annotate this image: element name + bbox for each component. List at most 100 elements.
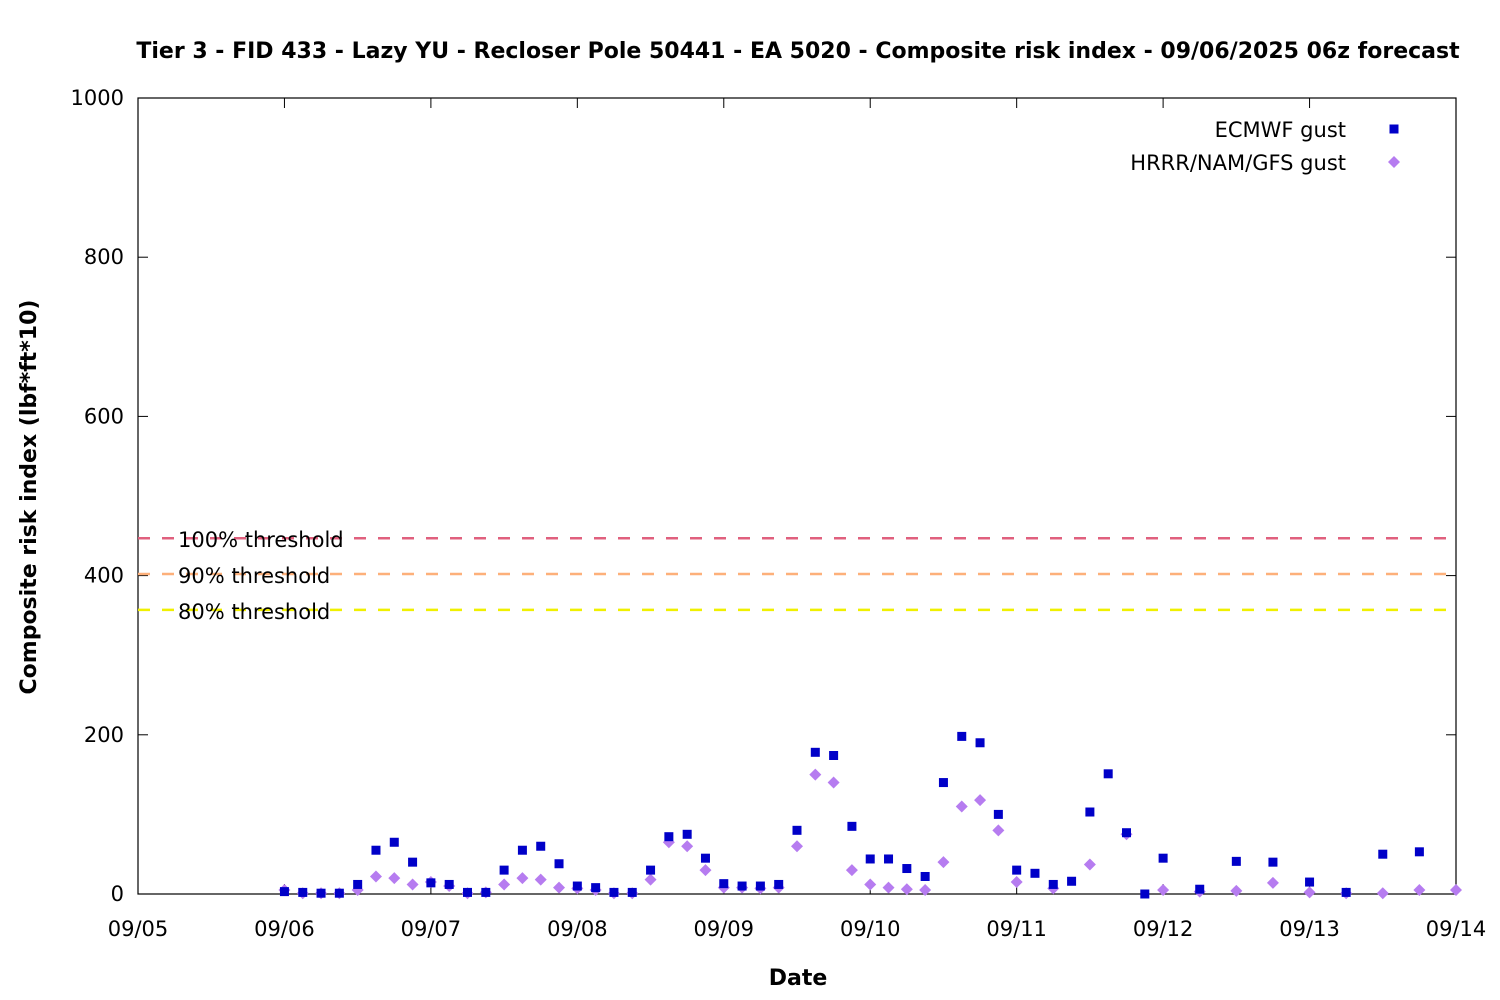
ecmwf-point bbox=[1085, 807, 1095, 817]
ecmwf-point bbox=[1067, 876, 1077, 886]
hrrr-point bbox=[553, 881, 566, 894]
ecmwf-point bbox=[426, 878, 436, 888]
ecmwf-point bbox=[847, 821, 857, 831]
ecmwf-point bbox=[316, 888, 326, 898]
ecmwf-point bbox=[1030, 868, 1040, 878]
hrrr-point bbox=[955, 800, 968, 813]
y-tick-label: 400 bbox=[84, 564, 124, 588]
ecmwf-point bbox=[792, 825, 802, 835]
ecmwf-point bbox=[1305, 877, 1315, 887]
hrrr-point bbox=[919, 884, 932, 897]
plot-frame bbox=[137, 97, 1457, 895]
hrrr-point bbox=[1376, 887, 1389, 900]
ecmwf-point bbox=[1268, 857, 1278, 867]
y-tick-label: 800 bbox=[84, 245, 124, 269]
ecmwf-point bbox=[774, 879, 784, 889]
ecmwf-point bbox=[499, 865, 509, 875]
ecmwf-point bbox=[627, 887, 637, 897]
threshold-label: 90% threshold bbox=[178, 564, 330, 588]
series-layer bbox=[278, 731, 1462, 900]
hrrr-point bbox=[974, 794, 987, 807]
series-group bbox=[279, 731, 1424, 899]
hrrr-point bbox=[406, 878, 419, 891]
ecmwf-point bbox=[408, 857, 418, 867]
hrrr-point bbox=[388, 872, 401, 885]
x-tick-label: 09/13 bbox=[1279, 917, 1340, 941]
ecmwf-point bbox=[719, 879, 729, 889]
ecmwf-point bbox=[993, 809, 1003, 819]
hrrr-point bbox=[681, 840, 694, 853]
ecmwf-point bbox=[938, 778, 948, 788]
plot-border bbox=[137, 97, 1457, 895]
chart-title: Tier 3 - FID 433 - Lazy YU - Recloser Po… bbox=[136, 39, 1460, 64]
ecmwf-point bbox=[1414, 847, 1424, 857]
y-tick-label: 1000 bbox=[71, 86, 124, 110]
ecmwf-point bbox=[920, 871, 930, 881]
x-tick-label: 09/08 bbox=[547, 917, 608, 941]
x-tick-label: 09/11 bbox=[986, 917, 1047, 941]
ecmwf-point bbox=[1195, 884, 1205, 894]
hrrr-point bbox=[1450, 884, 1462, 897]
x-tick-label: 09/09 bbox=[694, 917, 755, 941]
hrrr-point bbox=[1010, 876, 1023, 889]
hrrr-point bbox=[699, 864, 712, 877]
ecmwf-point bbox=[481, 887, 491, 897]
ecmwf-point bbox=[884, 854, 894, 864]
x-axis-label: Date bbox=[769, 966, 828, 991]
x-axis: 09/05 09/06 09/07 09/08 09/09 09/10 09/11 09/12… bbox=[108, 98, 1487, 941]
ecmwf-point bbox=[536, 841, 546, 851]
legend-label: ECMWF gust bbox=[1215, 118, 1346, 142]
ecmwf-point bbox=[1048, 879, 1058, 889]
x-tick-label: 09/05 bbox=[108, 917, 169, 941]
hrrr-point bbox=[516, 872, 529, 885]
hrrr-point bbox=[937, 856, 950, 869]
hrrr-point bbox=[882, 881, 895, 894]
ecmwf-point bbox=[664, 832, 674, 842]
x-tick-label: 09/07 bbox=[401, 917, 462, 941]
legend-label: HRRR/NAM/GFS gust bbox=[1130, 151, 1346, 175]
ecmwf-point bbox=[1012, 865, 1022, 875]
ecmwf-point bbox=[1231, 856, 1241, 866]
hrrr-point bbox=[791, 840, 803, 853]
ecmwf-point bbox=[902, 864, 912, 874]
ecmwf-point bbox=[646, 865, 656, 875]
ecmwf-point bbox=[1122, 828, 1131, 838]
x-tick-label: 09/12 bbox=[1133, 917, 1194, 941]
ecmwf-point bbox=[957, 731, 967, 741]
threshold-label: 100% threshold bbox=[178, 528, 344, 552]
y-tick-label: 200 bbox=[84, 723, 124, 747]
ecmwf-point bbox=[353, 879, 363, 889]
ecmwf-point bbox=[1341, 887, 1351, 897]
hrrr-point bbox=[1083, 858, 1096, 871]
legend-marker bbox=[1389, 124, 1399, 134]
ecmwf-point bbox=[829, 750, 839, 760]
hrrr-point bbox=[644, 873, 657, 886]
ecmwf-point bbox=[444, 879, 454, 889]
ecmwf-point bbox=[737, 881, 747, 891]
x-tick-label: 09/10 bbox=[840, 917, 901, 941]
ecmwf-point bbox=[591, 883, 601, 893]
x-tick-label: 09/14 bbox=[1426, 917, 1487, 941]
threshold-label: 80% threshold bbox=[178, 600, 330, 624]
hrrr-point bbox=[534, 873, 547, 886]
ecmwf-point bbox=[682, 829, 692, 839]
ecmwf-point bbox=[1140, 889, 1150, 899]
ecmwf-point bbox=[700, 853, 710, 863]
hrrr-point bbox=[827, 776, 840, 789]
ecmwf-point bbox=[755, 881, 765, 891]
hrrr-point bbox=[864, 878, 877, 891]
ecmwf-point bbox=[371, 845, 381, 855]
ecmwf-point bbox=[1378, 849, 1388, 859]
hrrr-point bbox=[845, 864, 858, 877]
ecmwf-point bbox=[298, 887, 308, 897]
y-axis-label: Composite risk index (lbf*ft*10) bbox=[17, 300, 42, 695]
threshold-lines: 100% threshold 90% threshold 80% threshold bbox=[138, 528, 1456, 624]
hrrr-point bbox=[992, 824, 1005, 837]
ecmwf-point bbox=[572, 881, 582, 891]
hrrr-point bbox=[1266, 876, 1279, 889]
ecmwf-point bbox=[389, 837, 399, 847]
legend: ECMWF gust HRRR/NAM/GFS gust bbox=[1130, 118, 1400, 175]
ecmwf-point bbox=[517, 845, 527, 855]
